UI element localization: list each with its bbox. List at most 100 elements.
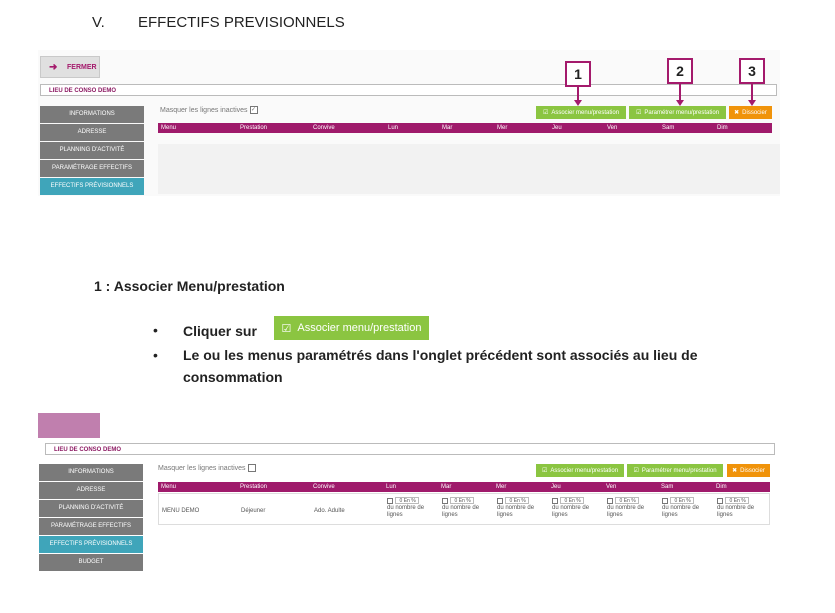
col-sam: Sam: [661, 484, 674, 490]
sidebar-2: INFORMATIONS ADRESSE PLANNING D'ACTIVITÉ…: [39, 464, 143, 572]
check-icon: ☑: [633, 468, 639, 474]
section-number: V.: [92, 14, 105, 31]
day-cell-lun[interactable]: 0 En % du nombre de lignes: [387, 497, 425, 519]
check-icon: ☑: [542, 110, 549, 116]
col-sam: Sam: [662, 125, 675, 131]
bullet-dot: •: [153, 347, 158, 363]
col-mer: Mer: [496, 484, 507, 490]
sidebar-item-planning[interactable]: PLANNING D'ACTIVITÉ: [40, 142, 144, 159]
day-checkbox[interactable]: [442, 497, 448, 504]
sidebar-item-effectifs[interactable]: EFFECTIFS PRÉVISIONNELS: [39, 536, 143, 553]
col-dim: Dim: [717, 125, 728, 131]
day-cell-mar[interactable]: 0 En % du nombre de lignes: [442, 497, 480, 519]
mask-inactive-label: Masquer les lignes inactives: [158, 464, 246, 472]
close-icon: ✖: [732, 468, 738, 474]
sidebar-item-budget[interactable]: BUDGET: [39, 554, 143, 571]
annotation-3: 3: [739, 58, 765, 84]
table-row[interactable]: MENU DEMO Déjeuner Ado. Adulte 0 En % du…: [158, 493, 770, 525]
section-title: EFFECTIFS PREVISIONNELS: [138, 14, 345, 31]
table-body-1: [158, 144, 780, 194]
configure-button-2[interactable]: ☑ Paramétrer menu/prestation: [627, 464, 723, 477]
col-lun: Lun: [386, 484, 397, 490]
day-cell-mer[interactable]: 0 En % du nombre de lignes: [497, 497, 535, 519]
check-icon: ☑: [281, 322, 292, 335]
day-input[interactable]: 0 En %: [559, 497, 584, 504]
associate-button-2[interactable]: ☑ Associer menu/prestation: [536, 464, 624, 477]
col-mar: Mar: [441, 484, 452, 490]
annotation-1: 1: [565, 61, 591, 87]
check-icon: ☑: [635, 110, 642, 116]
annotation-1-arrow: [574, 100, 582, 106]
mask-inactive-label: Masquer les lignes inactives: [160, 106, 248, 114]
day-checkbox[interactable]: [717, 497, 723, 504]
day-cell-sam[interactable]: 0 En % du nombre de lignes: [662, 497, 700, 519]
configure-button[interactable]: ☑ Paramétrer menu/prestation: [629, 106, 726, 119]
col-ven: Ven: [607, 125, 618, 131]
col-prestation: Prestation: [240, 484, 268, 490]
day-input[interactable]: 0 En %: [669, 497, 694, 504]
dissociate-button[interactable]: ✖ Dissocier: [729, 106, 772, 119]
site-name-bar-2: LIEU DE CONSO DEMO: [45, 443, 775, 455]
col-dim: Dim: [716, 484, 727, 490]
col-lun: Lun: [388, 125, 399, 131]
annotation-2: 2: [667, 58, 693, 84]
bullet-2-line-2: consommation: [183, 369, 283, 385]
sidebar-1: INFORMATIONS ADRESSE PLANNING D'ACTIVITÉ…: [40, 106, 144, 196]
inline-associate-button[interactable]: ☑ Associer menu/prestation: [274, 316, 429, 340]
day-checkbox[interactable]: [497, 497, 503, 504]
header-block: [38, 413, 100, 438]
day-input[interactable]: 0 En %: [394, 497, 419, 504]
close-icon: ✖: [734, 110, 740, 116]
day-checkbox[interactable]: [662, 497, 668, 504]
associate-button[interactable]: ☑ Associer menu/prestation: [536, 106, 626, 119]
day-cell-jeu[interactable]: 0 En % du nombre de lignes: [552, 497, 590, 519]
annotation-1-line: [577, 87, 579, 100]
annotation-2-arrow: [676, 100, 684, 106]
col-mar: Mar: [442, 125, 453, 131]
step-title: 1 : Associer Menu/prestation: [94, 278, 285, 294]
sidebar-item-informations[interactable]: INFORMATIONS: [40, 106, 144, 123]
mask-inactive-toggle-2[interactable]: Masquer les lignes inactives: [158, 464, 256, 472]
day-checkbox[interactable]: [607, 497, 613, 504]
day-cell-ven[interactable]: 0 En % du nombre de lignes: [607, 497, 645, 519]
col-menu: Menu: [161, 484, 177, 490]
mask-inactive-checkbox[interactable]: ✓: [249, 106, 258, 114]
col-jeu: Jeu: [551, 484, 561, 490]
dissociate-button-2[interactable]: ✖ Dissocier: [727, 464, 770, 477]
day-input[interactable]: 0 En %: [449, 497, 474, 504]
bullet-1-text: Cliquer sur: [183, 323, 257, 339]
close-button[interactable]: ➜ FERMER: [40, 56, 100, 78]
sidebar-item-adresse[interactable]: ADRESSE: [39, 482, 143, 499]
col-prestation: Prestation: [240, 125, 268, 131]
day-checkbox[interactable]: [552, 497, 558, 504]
col-mer: Mer: [497, 125, 508, 131]
sidebar-item-informations[interactable]: INFORMATIONS: [39, 464, 143, 481]
col-ven: Ven: [606, 484, 617, 490]
sidebar-item-adresse[interactable]: ADRESSE: [40, 124, 144, 141]
day-checkbox[interactable]: [387, 497, 393, 504]
col-menu: Menu: [161, 125, 177, 131]
mask-inactive-toggle[interactable]: Masquer les lignes inactives ✓: [160, 106, 258, 114]
sidebar-item-parametrage[interactable]: PARAMÉTRAGE EFFECTIFS: [40, 160, 144, 177]
exit-icon: ➜: [49, 61, 58, 73]
day-input[interactable]: 0 En %: [724, 497, 749, 504]
row-menu: MENU DEMO: [162, 508, 200, 514]
day-input[interactable]: 0 En %: [504, 497, 529, 504]
col-jeu: Jeu: [552, 125, 562, 131]
sidebar-item-planning[interactable]: PLANNING D'ACTIVITÉ: [39, 500, 143, 517]
site-name-bar: LIEU DE CONSO DEMO: [40, 84, 777, 96]
annotation-3-arrow: [748, 100, 756, 106]
close-label: FERMER: [67, 63, 97, 71]
day-input[interactable]: 0 En %: [614, 497, 639, 504]
sidebar-item-parametrage[interactable]: PARAMÉTRAGE EFFECTIFS: [39, 518, 143, 535]
table-header-2: Menu Prestation Convive Lun Mar Mer Jeu …: [158, 482, 770, 492]
col-convive: Convive: [313, 484, 335, 490]
mask-inactive-checkbox[interactable]: [247, 464, 256, 472]
col-convive: Convive: [313, 125, 335, 131]
row-prestation: Déjeuner: [241, 508, 266, 514]
day-cell-dim[interactable]: 0 En % du nombre de lignes: [717, 497, 755, 519]
annotation-2-line: [679, 84, 681, 100]
bullet-dot: •: [153, 322, 158, 338]
sidebar-item-effectifs[interactable]: EFFECTIFS PRÉVISIONNELS: [40, 178, 144, 195]
row-convive: Ado. Adulte: [314, 508, 345, 514]
